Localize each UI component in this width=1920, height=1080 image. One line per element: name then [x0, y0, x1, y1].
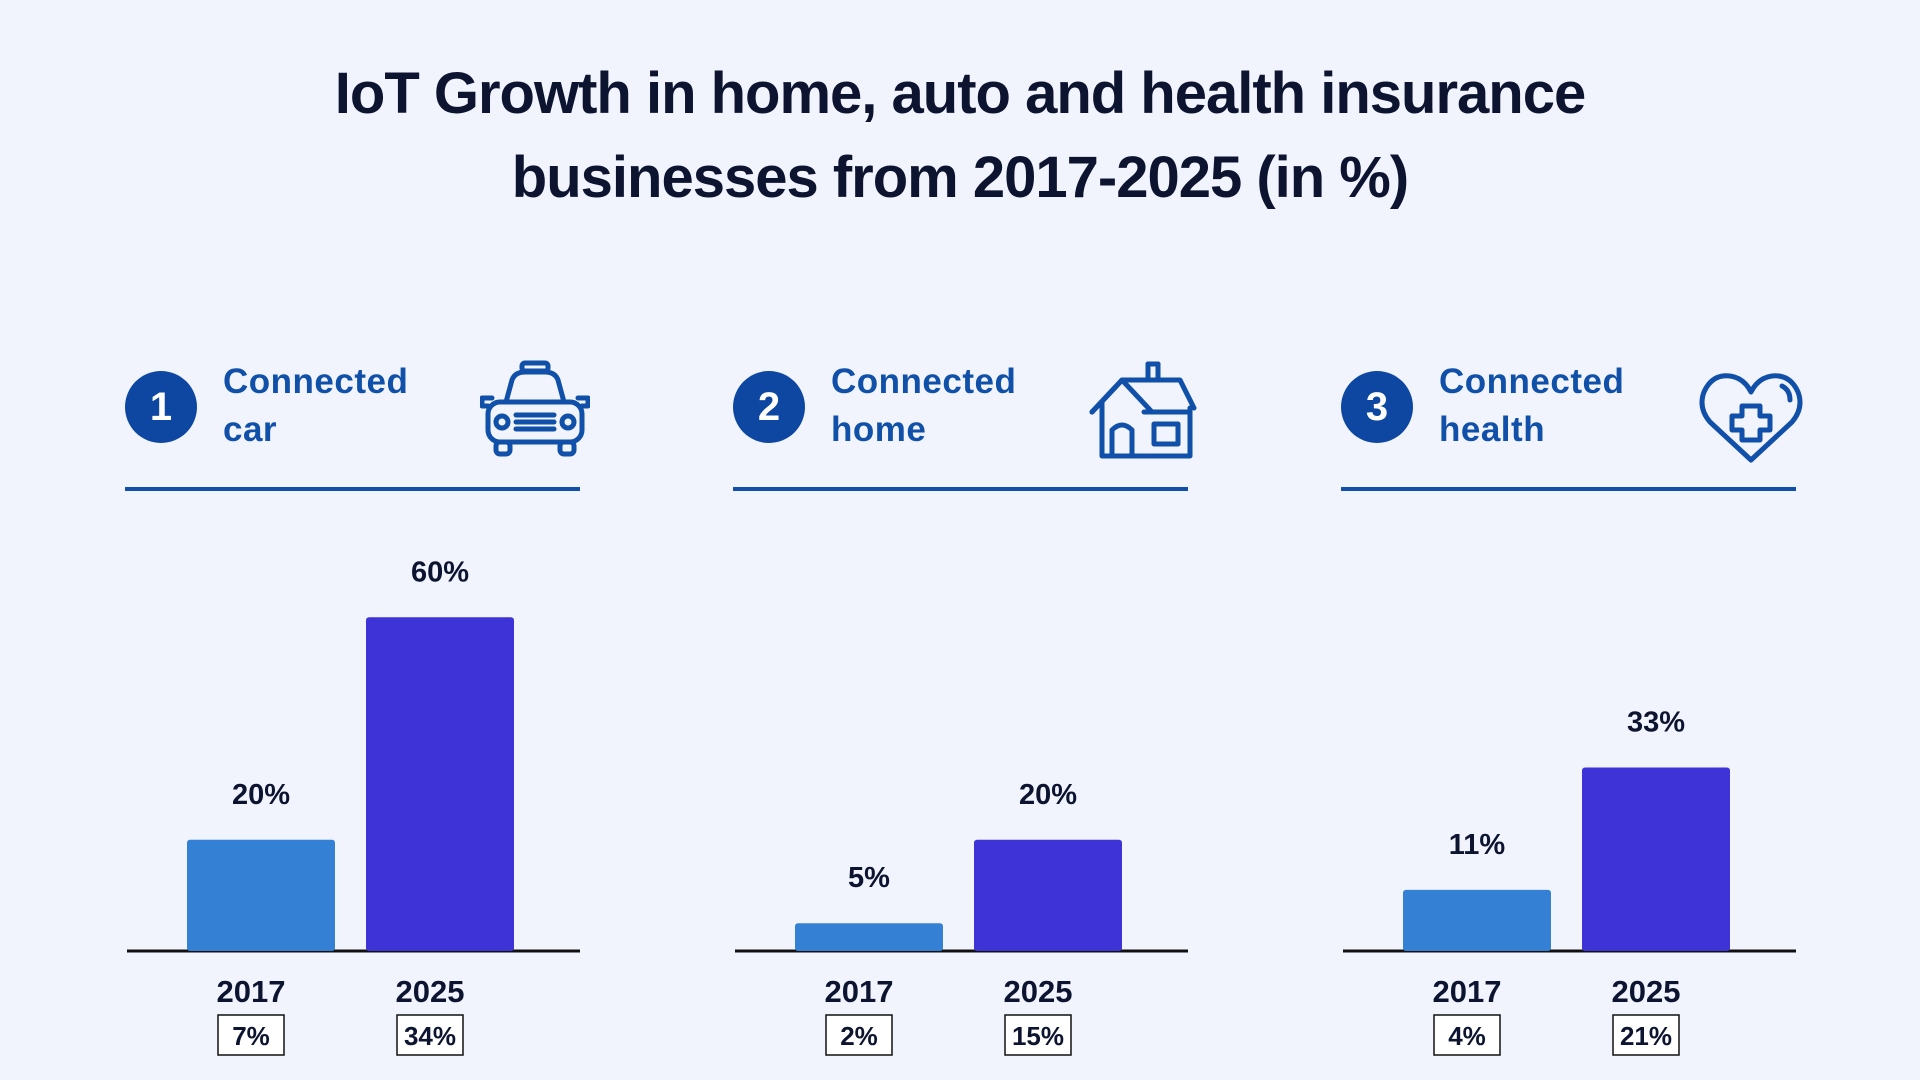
panel-number-badge: 2 — [733, 371, 805, 443]
panel-heading-line-1: Connected — [831, 362, 1017, 401]
heart-plus-icon — [1699, 373, 1803, 463]
panel-number-badge: 3 — [1341, 371, 1413, 443]
house-icon — [1089, 361, 1197, 459]
x-tick-label: 2025 — [396, 974, 465, 1009]
sub-value-label: 21% — [1620, 1021, 1672, 1051]
page-title: IoT Growth in home, auto and health insu… — [0, 52, 1920, 220]
bar-value-label: 11% — [1449, 829, 1506, 861]
panel-heading-line-2: car — [223, 410, 278, 449]
bar-value-label: 20% — [1019, 779, 1077, 811]
bar-2025 — [1582, 767, 1730, 951]
x-tick-label: 2025 — [1004, 974, 1073, 1009]
panel-divider — [733, 487, 1188, 491]
bar-2017 — [187, 839, 335, 951]
panel-heading: Connected home — [831, 358, 1051, 454]
panel-heading-line-1: Connected — [1439, 362, 1625, 401]
bar-value-label: 5% — [848, 862, 890, 894]
x-tick-label: 2017 — [217, 974, 286, 1009]
panel-divider — [125, 487, 580, 491]
sub-value-box — [1433, 1014, 1501, 1056]
sub-value-box — [396, 1014, 464, 1056]
x-tick-label: 2025 — [1612, 974, 1681, 1009]
sub-value-label: 2% — [840, 1021, 878, 1051]
sub-value-box — [1612, 1014, 1680, 1056]
sub-value-box — [1004, 1014, 1072, 1056]
sub-value-label: 4% — [1448, 1021, 1486, 1051]
bar-2025 — [974, 839, 1122, 951]
panel-number-badge: 1 — [125, 371, 197, 443]
bar-value-label: 33% — [1627, 706, 1685, 738]
car-icon — [480, 360, 590, 457]
sub-value-box — [825, 1014, 893, 1056]
panel-heading: Connected health — [1439, 358, 1659, 454]
bar-value-label: 20% — [232, 779, 290, 811]
panel-heading-line-1: Connected — [223, 362, 409, 401]
panel-divider — [1341, 487, 1796, 491]
title-line-2: businesses from 2017-2025 (in %) — [511, 145, 1409, 210]
panel-connected-health: 3 Connected health 11% 2017 4% 33% 2025 21% — [1341, 340, 1803, 1060]
panel-heading: Connected car — [223, 358, 443, 454]
title-line-1: IoT Growth in home, auto and health insu… — [334, 61, 1586, 126]
bar-value-label: 60% — [411, 556, 469, 588]
bar-2017 — [795, 923, 943, 951]
bar-chart-connected-health: 11% 2017 4% 33% 2025 21% — [1343, 706, 1796, 1056]
bar-chart-connected-car: 20% 2017 7% 60% 2025 34% — [127, 556, 580, 1056]
x-tick-label: 2017 — [825, 974, 894, 1009]
sub-value-label: 7% — [232, 1021, 270, 1051]
sub-value-label: 15% — [1012, 1021, 1064, 1051]
sub-value-label: 34% — [404, 1021, 456, 1051]
bar-2025 — [366, 617, 514, 951]
panel-connected-car: 1 Connected car 20% 2017 7% 60% 2025 34% — [125, 340, 590, 1060]
bar-2017 — [1403, 889, 1551, 951]
sub-value-box — [217, 1014, 285, 1056]
panel-heading-line-2: home — [831, 410, 927, 449]
panel-connected-home: 2 Connected home 5% 2017 2% 20% 2025 15% — [733, 340, 1197, 1060]
bar-chart-connected-home: 5% 2017 2% 20% 2025 15% — [735, 779, 1188, 1056]
panel-heading-line-2: health — [1439, 410, 1546, 449]
x-tick-label: 2017 — [1433, 974, 1502, 1009]
